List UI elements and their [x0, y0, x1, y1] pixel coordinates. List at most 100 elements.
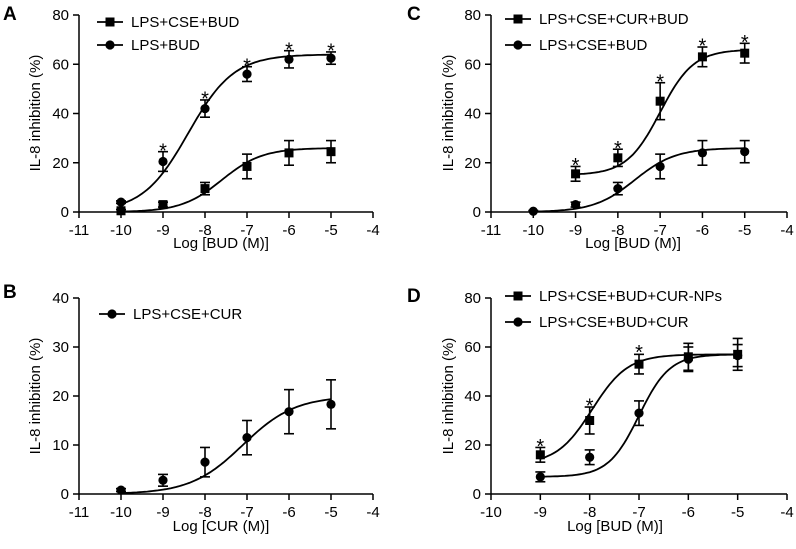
y-tick-label-c: 60 — [464, 56, 481, 73]
y-axis-title-b: IL-8 inhibition (%) — [27, 338, 44, 455]
legend-marker — [105, 40, 115, 50]
data-point — [740, 48, 750, 58]
data-point — [116, 206, 126, 216]
data-point — [655, 96, 665, 106]
x-tick-label-a: -8 — [198, 222, 211, 239]
data-point — [655, 161, 665, 172]
panel-a: A IL-8 inhibition (%) Log [BUD (M)] -11-… — [3, 4, 380, 252]
series-d-2: LPS+CSE+BUD+CUR — [505, 314, 743, 483]
x-tick-label-b: -8 — [198, 504, 211, 521]
data-point — [613, 153, 623, 163]
x-tick-label-b: -9 — [156, 504, 169, 521]
x-tick-label-b: -11 — [69, 504, 90, 521]
data-point — [613, 184, 623, 194]
y-tick-label-b: 40 — [52, 290, 69, 307]
x-axis-title-d: Log [BUD (M)] — [567, 518, 663, 535]
plot-area-a: -11 -10 -9 -8 -7 -6 -5 -4 0 20 40 60 80 LPS+CSE+BUD LP… — [52, 7, 379, 239]
data-point — [634, 359, 644, 369]
data-point — [242, 69, 252, 79]
data-point — [326, 147, 336, 157]
data-point — [158, 200, 168, 210]
y-axis-title-c: IL-8 inhibition (%) — [440, 55, 457, 172]
legend-label: LPS+BUD — [131, 37, 200, 54]
data-point — [200, 457, 210, 467]
data-point — [284, 407, 294, 417]
panel-letter-a: A — [3, 4, 17, 25]
significance-star: * — [243, 55, 251, 77]
series-d-1: LPS+CSE+BUD+CUR-NPs — [505, 288, 743, 463]
fit-curve-b-1 — [120, 398, 332, 494]
data-point — [528, 206, 538, 216]
x-tick-label-d: -9 — [534, 504, 547, 521]
data-point — [158, 156, 168, 167]
plot-area-d: -10 -9 -8 -7 -6 -5 -4 0 20 40 60 80 LPS+CSE+BUD+CUR-… — [464, 288, 793, 521]
y-tick-label-a: 20 — [52, 155, 69, 172]
significance-star: * — [614, 138, 622, 160]
panel-b: B IL-8 inhibition (%) Log [CUR (M)] -11-… — [3, 282, 380, 535]
data-point — [200, 103, 210, 114]
x-tick-label-d: -7 — [632, 504, 645, 521]
series-a-1: LPS+CSE+BUD — [97, 14, 336, 216]
legend-label: LPS+CSE+BUD+CUR — [539, 314, 689, 331]
panel-letter-d: D — [407, 286, 421, 307]
y-tick-label-d: 0 — [473, 486, 481, 503]
x-tick-label-d: -5 — [731, 504, 744, 521]
x-tick-label-b: -4 — [366, 504, 379, 521]
data-point — [585, 416, 595, 425]
series-b-1: LPS+CSE+CUR — [99, 306, 336, 495]
y-tick-label-d: 20 — [464, 437, 481, 454]
data-point — [697, 148, 708, 158]
legend-label: LPS+CSE+BUD — [539, 37, 648, 54]
y-tick-label-c: 80 — [464, 7, 481, 24]
legend-label: LPS+CSE+BUD — [131, 14, 240, 31]
legend-marker — [513, 291, 523, 301]
legend-marker — [513, 14, 523, 24]
x-tick-label-b: -5 — [324, 504, 337, 521]
y-tick-label-a: 80 — [52, 7, 69, 24]
x-tick-label-a: -7 — [240, 222, 253, 239]
data-point — [116, 197, 126, 207]
x-tick-label-d: -10 — [480, 504, 502, 521]
y-tick-label-a: 0 — [61, 204, 69, 221]
plot-area-c: -11 -10 -9 -8 -7 -6 -5 -4 0 20 40 60 80 LPS+CSE+CUR+B… — [464, 7, 793, 239]
significance-star: * — [741, 32, 749, 54]
data-point — [535, 472, 545, 482]
y-tick-label-b: 30 — [52, 339, 69, 356]
x-tick-label-c: -6 — [696, 222, 709, 239]
fit-curve-a-1 — [120, 147, 331, 213]
data-point — [242, 161, 252, 171]
significance-star: * — [285, 39, 293, 61]
significance-star: * — [572, 155, 580, 177]
x-tick-label-a: -11 — [69, 222, 90, 239]
x-tick-label-c: -11 — [481, 222, 502, 239]
x-tick-label-d: -4 — [780, 504, 793, 521]
data-point — [535, 450, 545, 460]
series-a-2: LPS+BUD — [97, 37, 336, 207]
significance-star: * — [159, 140, 167, 162]
x-axis-title-c: Log [BUD (M)] — [585, 235, 681, 252]
x-tick-label-a: -10 — [110, 222, 132, 239]
data-point — [634, 408, 644, 418]
y-tick-label-d: 40 — [464, 388, 481, 405]
significance-star: * — [201, 89, 209, 111]
x-tick-label-c: -5 — [738, 222, 751, 239]
data-point — [733, 350, 743, 361]
data-point — [683, 354, 693, 364]
x-tick-label-d: -6 — [682, 504, 695, 521]
x-tick-label-b: -7 — [240, 504, 253, 521]
data-point — [200, 184, 210, 194]
legend-marker — [513, 40, 523, 50]
significance-star: * — [699, 36, 707, 58]
x-tick-label-c: -4 — [780, 222, 793, 239]
x-tick-label-a: -4 — [366, 222, 379, 239]
x-tick-label-c: -8 — [611, 222, 624, 239]
x-tick-label-b: -6 — [282, 504, 295, 521]
data-point — [158, 475, 168, 485]
x-tick-label-d: -8 — [583, 504, 596, 521]
legend-label: LPS+CSE+BUD+CUR-NPs — [539, 288, 722, 305]
significance-star: * — [586, 395, 594, 417]
significance-star: * — [536, 436, 544, 458]
x-tick-label-c: -10 — [522, 222, 544, 239]
series-c-2: LPS+CSE+BUD — [505, 37, 750, 216]
